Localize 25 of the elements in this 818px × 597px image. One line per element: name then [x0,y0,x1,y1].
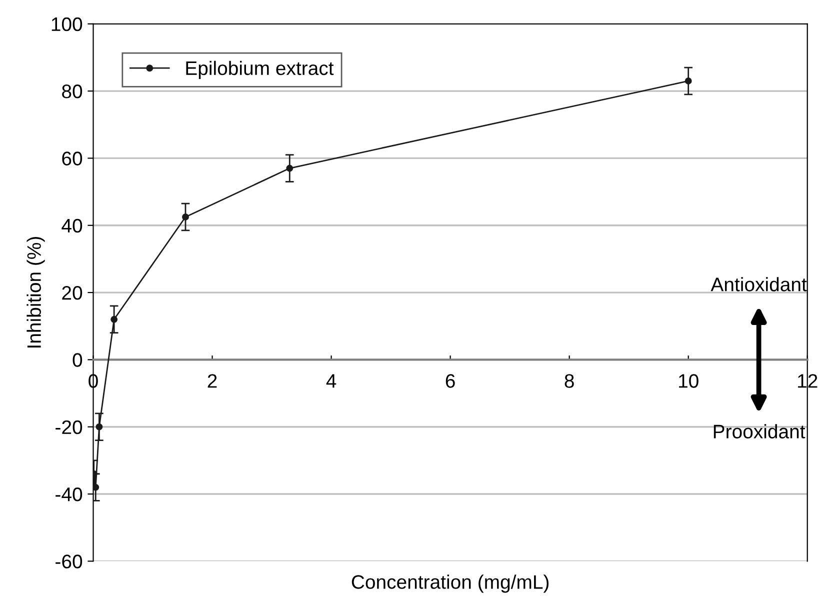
y-tick-label: -40 [56,487,82,502]
x-axis-title: Concentration (mg/mL) [352,574,549,593]
point [93,484,100,491]
y-tick-label: -20 [56,420,82,434]
annotation: Prooxidant [714,424,806,438]
y-tick-label: 40 [62,218,82,233]
y-tick-label: -60 [56,554,82,568]
y-tick-label: 20 [62,286,82,300]
point [684,77,692,84]
y-tick-label: 60 [62,152,82,166]
point [286,164,294,172]
legend-label: Epilobium extract [186,60,334,79]
point [96,423,103,430]
x-tick-label: 6 [446,374,455,388]
x-tick-label: 4 [326,374,336,388]
x-tick-label: 10 [679,374,698,388]
y-tick-label: 100 [52,17,82,32]
y-tick-label: 80 [62,84,82,98]
point [182,214,189,220]
point [110,316,118,323]
y-axis-title: Inhibition (%) [26,236,45,348]
x-tick-label: 2 [208,374,217,388]
annotation: Antioxidant [710,277,807,292]
y-tick-label: 0 [72,353,82,367]
x-tick-label: 8 [564,374,574,388]
